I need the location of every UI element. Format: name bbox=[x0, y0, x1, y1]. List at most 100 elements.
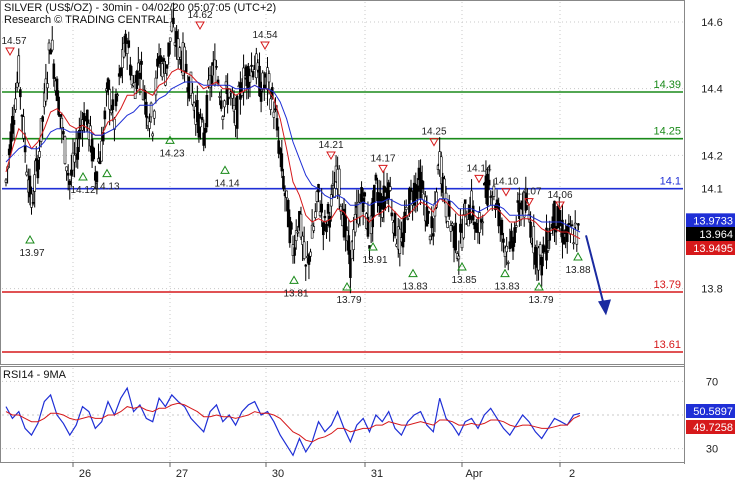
x-tick-label: Apr bbox=[465, 468, 482, 480]
candle-body bbox=[7, 148, 11, 156]
candle-body bbox=[312, 226, 316, 231]
candle-body bbox=[57, 96, 60, 116]
candle-body bbox=[318, 211, 322, 217]
candle-body bbox=[239, 82, 242, 100]
candle-body bbox=[137, 62, 140, 72]
candle-body bbox=[360, 187, 363, 202]
candle-body bbox=[489, 196, 493, 198]
candle-body bbox=[463, 199, 467, 204]
candle-body bbox=[570, 224, 574, 227]
candle-body bbox=[307, 254, 311, 265]
candle-body bbox=[282, 175, 285, 189]
swing-high-label: 14.06 bbox=[547, 190, 572, 201]
swing-low-label: 13.83 bbox=[494, 282, 519, 293]
candle-body bbox=[267, 73, 271, 83]
swing-low-label: 13.79 bbox=[528, 295, 553, 306]
swing-low-marker bbox=[102, 168, 112, 178]
swing-high-marker bbox=[5, 47, 15, 57]
candle-body bbox=[259, 91, 263, 102]
candle-body bbox=[15, 82, 19, 88]
candle-body bbox=[242, 67, 245, 93]
candle-body bbox=[420, 180, 424, 190]
rsi-tick-label: 30 bbox=[706, 444, 718, 456]
candle-body bbox=[331, 183, 335, 186]
candle-body bbox=[373, 184, 376, 203]
swing-low-label: 13.97 bbox=[19, 248, 44, 259]
candle-body bbox=[229, 91, 233, 94]
candle-body bbox=[506, 262, 510, 264]
candle-body bbox=[293, 247, 296, 256]
rsi-tick-label: 70 bbox=[706, 376, 718, 388]
swing-high-label: 14.54 bbox=[252, 30, 277, 41]
candle-body bbox=[200, 116, 204, 121]
candle-body bbox=[145, 101, 148, 118]
candle-body bbox=[133, 82, 137, 99]
swing-low-label: 14.12 bbox=[70, 185, 95, 196]
candle-body bbox=[500, 219, 504, 236]
candle-body bbox=[510, 230, 513, 243]
candle-body bbox=[546, 248, 550, 251]
candle-body bbox=[304, 264, 308, 267]
candle-body bbox=[339, 205, 343, 212]
candle-body bbox=[277, 140, 280, 154]
swing-low-label: 14.14 bbox=[214, 178, 239, 189]
candle-body bbox=[4, 179, 8, 183]
candle-body bbox=[160, 63, 164, 78]
candle-body bbox=[508, 241, 512, 249]
candle-body bbox=[467, 219, 470, 227]
candle-body bbox=[34, 158, 38, 162]
candle-body bbox=[33, 174, 37, 192]
candle-body bbox=[159, 55, 162, 63]
candle-body bbox=[575, 223, 579, 245]
rsi-title: RSI14 - 9MA bbox=[3, 369, 67, 381]
candle-body bbox=[561, 219, 564, 243]
candle-body bbox=[231, 92, 234, 99]
candle-body bbox=[380, 208, 384, 218]
candle-body bbox=[248, 75, 252, 83]
candle-body bbox=[527, 214, 531, 220]
x-tick-label: 26 bbox=[79, 468, 91, 480]
candle-body bbox=[393, 212, 397, 237]
candle-body bbox=[481, 221, 485, 224]
candle-body bbox=[557, 209, 561, 227]
candle-body bbox=[12, 119, 16, 125]
swing-low-marker bbox=[165, 135, 175, 144]
candle-body bbox=[215, 66, 218, 68]
swing-high-label: 14.10 bbox=[493, 177, 518, 188]
candle-body bbox=[103, 110, 107, 120]
price-tick-label: 14.6 bbox=[701, 17, 722, 29]
candle-body bbox=[116, 94, 119, 97]
candle-body bbox=[353, 214, 357, 233]
candle-body bbox=[106, 78, 110, 92]
candle-body bbox=[285, 190, 288, 198]
swing-high-label: 14.17 bbox=[370, 153, 395, 164]
candle-body bbox=[129, 64, 132, 76]
candle-body bbox=[505, 245, 508, 253]
candle-body bbox=[366, 216, 370, 237]
candle-body bbox=[20, 114, 24, 117]
price-panel-frame bbox=[0, 0, 685, 365]
level-label: 13.61 bbox=[653, 339, 681, 351]
rsi-value-badge: 50.5897 bbox=[693, 406, 733, 418]
candle-body bbox=[191, 92, 194, 105]
swing-high-marker bbox=[501, 188, 511, 197]
ma-value-badge-bg bbox=[686, 241, 735, 255]
candle-body bbox=[151, 133, 154, 137]
candle-body bbox=[447, 200, 451, 217]
candle-body bbox=[19, 89, 22, 98]
candle-body bbox=[108, 89, 111, 110]
candle-body bbox=[154, 77, 158, 96]
x-tick-label: 30 bbox=[272, 468, 284, 480]
candle-body bbox=[262, 84, 266, 89]
projection-arrow-head bbox=[598, 299, 611, 316]
candle-body bbox=[95, 171, 99, 183]
candle-body bbox=[63, 136, 67, 164]
candle-body bbox=[275, 118, 279, 131]
candle-body bbox=[478, 212, 481, 233]
candle-body bbox=[168, 37, 172, 42]
candle-body bbox=[502, 238, 505, 243]
candle-body bbox=[390, 212, 394, 217]
candle-body bbox=[119, 68, 123, 77]
rsi-value-badge-bg bbox=[686, 404, 735, 418]
